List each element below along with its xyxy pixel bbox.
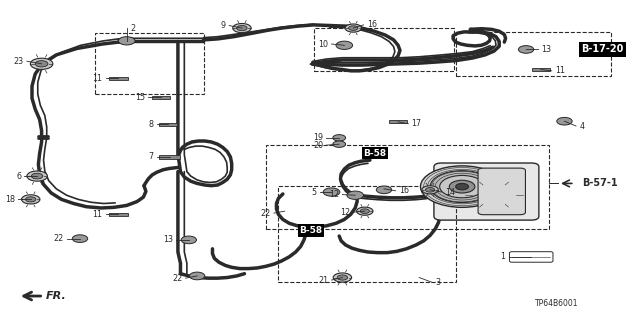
Text: 9: 9	[221, 21, 226, 30]
Circle shape	[422, 186, 438, 194]
Circle shape	[233, 24, 251, 33]
Ellipse shape	[440, 175, 484, 198]
Circle shape	[333, 141, 346, 147]
Text: 11: 11	[92, 210, 102, 219]
Text: 19: 19	[313, 133, 323, 142]
Text: 13: 13	[541, 45, 551, 54]
Text: 21: 21	[318, 276, 328, 285]
Circle shape	[337, 275, 348, 280]
Bar	[95, 33, 204, 94]
Text: 16: 16	[367, 20, 377, 29]
Bar	[159, 123, 177, 126]
Ellipse shape	[449, 180, 475, 193]
Circle shape	[557, 117, 572, 125]
Text: 10: 10	[318, 40, 328, 48]
FancyBboxPatch shape	[478, 168, 525, 215]
Text: 5: 5	[312, 188, 317, 197]
Circle shape	[347, 191, 364, 199]
Text: 20: 20	[313, 141, 323, 150]
Circle shape	[333, 273, 351, 282]
Text: 17: 17	[412, 119, 422, 128]
Bar	[109, 77, 127, 80]
Circle shape	[360, 209, 369, 213]
Circle shape	[31, 173, 43, 179]
Bar	[109, 213, 127, 216]
Circle shape	[356, 207, 373, 215]
Circle shape	[27, 171, 47, 181]
Circle shape	[30, 58, 53, 70]
Text: 12: 12	[340, 208, 350, 217]
Circle shape	[118, 37, 135, 45]
Circle shape	[345, 24, 362, 32]
Text: 7: 7	[148, 152, 154, 161]
Text: 11: 11	[555, 66, 565, 75]
Text: 8: 8	[148, 120, 154, 129]
Text: B-17-20: B-17-20	[582, 44, 624, 55]
Text: 2: 2	[130, 24, 135, 33]
Text: 18: 18	[4, 195, 15, 204]
Ellipse shape	[420, 166, 504, 207]
Circle shape	[518, 46, 534, 53]
Text: 3: 3	[435, 278, 440, 287]
Ellipse shape	[430, 171, 494, 203]
Bar	[278, 186, 456, 282]
Text: 15: 15	[135, 93, 145, 102]
Text: 23: 23	[13, 57, 24, 66]
Bar	[159, 155, 180, 159]
Circle shape	[333, 135, 346, 141]
Text: 22: 22	[172, 274, 182, 283]
Text: FR.: FR.	[46, 291, 67, 301]
Circle shape	[349, 26, 358, 30]
Bar	[389, 120, 407, 123]
Circle shape	[181, 236, 196, 244]
Text: 1: 1	[500, 252, 506, 261]
Text: B-58: B-58	[300, 226, 323, 235]
Circle shape	[26, 197, 36, 202]
FancyBboxPatch shape	[509, 252, 553, 262]
Circle shape	[376, 186, 392, 194]
Text: 4: 4	[579, 122, 584, 130]
Circle shape	[336, 41, 353, 49]
Text: 22: 22	[54, 234, 64, 243]
Text: 16: 16	[399, 186, 409, 195]
Bar	[152, 96, 170, 99]
Circle shape	[426, 188, 435, 192]
Circle shape	[35, 61, 48, 67]
Text: 13: 13	[163, 235, 173, 244]
Bar	[266, 145, 549, 229]
Text: 12: 12	[329, 190, 339, 199]
Text: 14: 14	[445, 188, 455, 197]
Bar	[532, 68, 550, 71]
Circle shape	[323, 188, 340, 196]
Circle shape	[237, 26, 247, 31]
Bar	[314, 28, 454, 71]
Circle shape	[22, 195, 40, 204]
Ellipse shape	[456, 183, 468, 190]
Text: 22: 22	[260, 209, 271, 218]
FancyBboxPatch shape	[434, 163, 539, 220]
Circle shape	[72, 235, 88, 242]
Text: 11: 11	[92, 74, 102, 83]
Text: B-58: B-58	[364, 149, 387, 158]
Text: B-57-1: B-57-1	[582, 178, 618, 189]
Bar	[456, 32, 611, 76]
Text: 6: 6	[16, 172, 21, 181]
Circle shape	[189, 272, 205, 280]
Text: TP64B6001: TP64B6001	[535, 299, 579, 308]
